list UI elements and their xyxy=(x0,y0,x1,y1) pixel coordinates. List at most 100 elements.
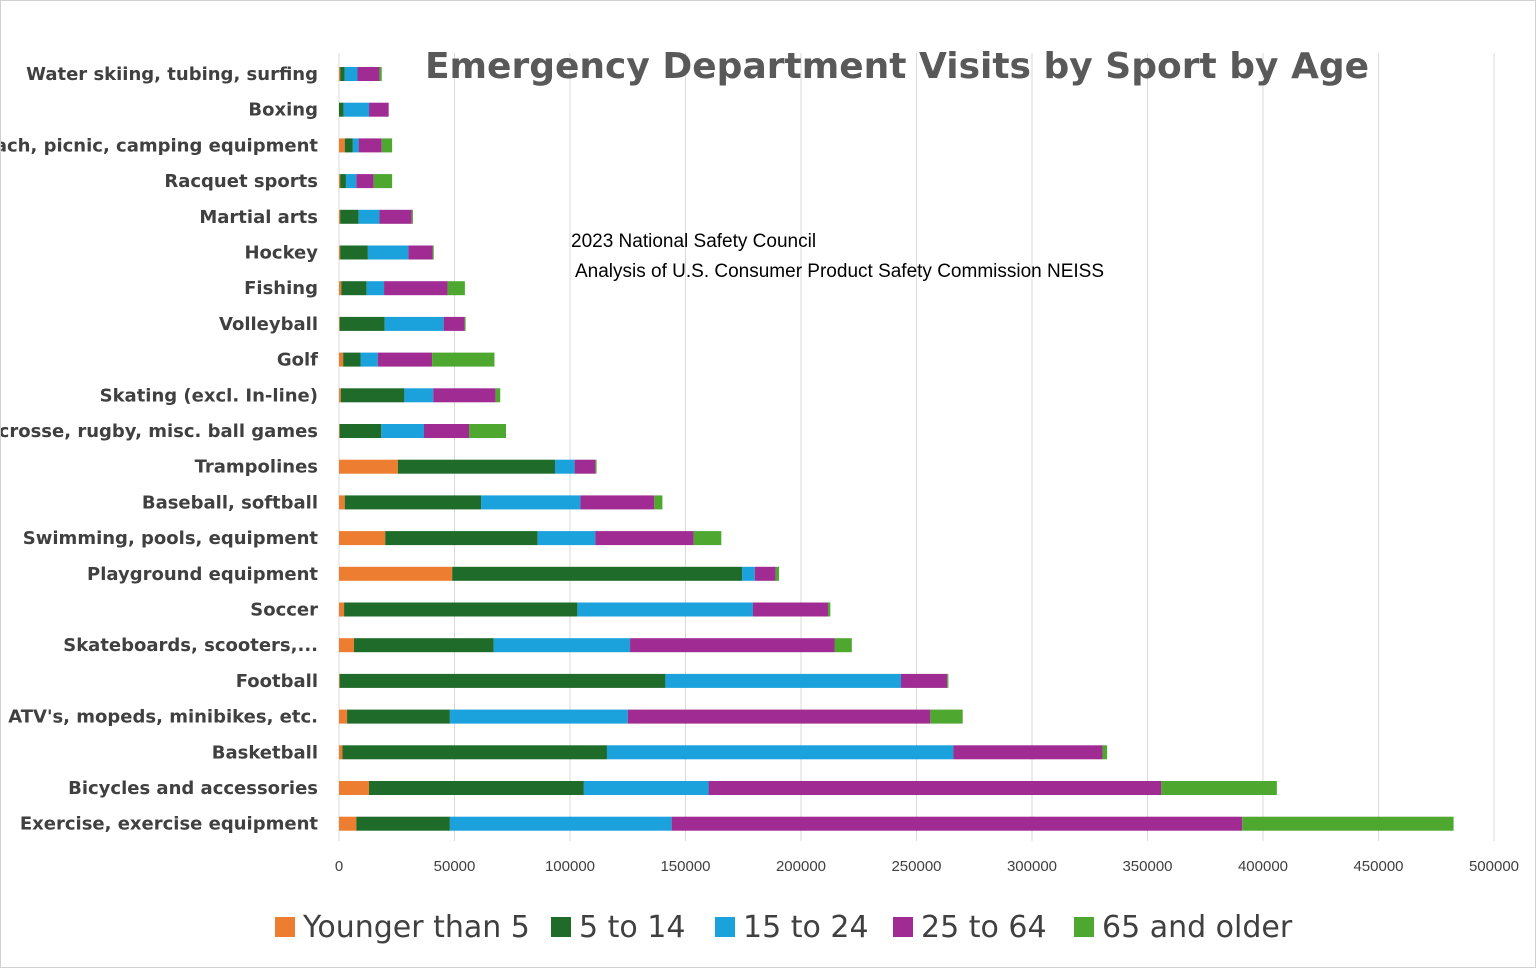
bar-segment-younger-than-5 xyxy=(339,531,386,546)
bar-segment-5-to-14 xyxy=(369,781,584,795)
bar-segment-5-to-14 xyxy=(339,316,385,331)
bars xyxy=(339,67,1454,831)
bar-segment-15-to-24 xyxy=(481,495,581,510)
bar-segment-15-to-24 xyxy=(381,424,425,438)
bar-segment-5-to-14 xyxy=(344,138,353,153)
bar-segment-65-and-older xyxy=(1242,816,1454,831)
bar-segment-65-and-older xyxy=(379,67,382,81)
bar-segment-5-to-14 xyxy=(339,424,382,438)
bar-segment-5-to-14 xyxy=(340,209,359,224)
bar-segment-younger-than-5 xyxy=(339,709,348,724)
bar-segment-25-to-64 xyxy=(627,709,931,724)
legend-label: 25 to 64 xyxy=(921,910,1047,945)
legend-label: 15 to 24 xyxy=(743,910,869,945)
legend-label: 65 and older xyxy=(1102,910,1293,945)
bar-segment-15-to-24 xyxy=(554,459,575,474)
bar-segment-younger-than-5 xyxy=(339,67,341,81)
bar-segment-15-to-24 xyxy=(606,745,954,760)
bar-segment-65-and-older xyxy=(495,388,501,403)
bar-segment-25-to-64 xyxy=(424,424,470,438)
gridlines xyxy=(338,53,1495,841)
bar-segment-65-and-older xyxy=(654,495,663,510)
bar-segment-5-to-14 xyxy=(344,495,482,510)
bar-segment-younger-than-5 xyxy=(339,459,398,474)
bar-segment-5-to-14 xyxy=(397,459,555,474)
category-label: Trampolines xyxy=(195,457,318,478)
bar-segment-25-to-64 xyxy=(580,495,655,510)
bar-segment-25-to-64 xyxy=(574,459,596,474)
bar-segment-5-to-14 xyxy=(341,281,367,296)
bar-segment-25-to-64 xyxy=(708,781,1162,795)
category-label: Volleyball xyxy=(219,314,318,335)
bar-segment-5-to-14 xyxy=(340,67,345,81)
bar-segment-younger-than-5 xyxy=(339,388,341,403)
bar-segment-younger-than-5 xyxy=(339,245,341,260)
bar-segment-15-to-24 xyxy=(404,388,434,403)
bar-segment-25-to-64 xyxy=(357,67,380,81)
bar-segment-5-to-14 xyxy=(339,673,666,688)
category-label: Hockey xyxy=(244,243,318,264)
bar-segment-5-to-14 xyxy=(343,352,361,367)
category-label: ATV's, mopeds, minibikes, etc. xyxy=(8,707,318,728)
x-tick-label: 150000 xyxy=(660,858,710,875)
bar-segment-5-to-14 xyxy=(385,531,538,546)
bar-segment-younger-than-5 xyxy=(339,781,370,795)
category-label: Skateboards, scooters,... xyxy=(63,635,318,656)
x-tick-label: 400000 xyxy=(1238,858,1288,875)
bar-segment-15-to-24 xyxy=(352,138,359,153)
bar-segment-younger-than-5 xyxy=(339,316,340,331)
category-label: Baseball, softball xyxy=(142,492,318,513)
bar-segment-25-to-64 xyxy=(901,673,948,688)
category-label: Playground equipment xyxy=(87,564,318,585)
bar-segment-25-to-64 xyxy=(369,102,389,117)
bar-segment-younger-than-5 xyxy=(339,745,343,760)
category-label: Beach, picnic, camping equipment xyxy=(1,135,318,156)
category-label: Martial arts xyxy=(199,207,318,228)
bar-segment-25-to-64 xyxy=(595,531,694,546)
bar-segment-25-to-64 xyxy=(379,209,412,224)
bar-segment-younger-than-5 xyxy=(339,816,357,831)
bar-segment-65-and-older xyxy=(373,174,393,189)
bar-segment-25-to-64 xyxy=(433,388,496,403)
category-label: Fishing xyxy=(244,278,318,299)
bar-segment-65-and-older xyxy=(432,352,495,367)
x-tick-label: 100000 xyxy=(545,858,595,875)
x-tick-labels: 0 50000 100000 150000 200000 250000 300000 3500… xyxy=(335,858,1519,875)
bar-segment-15-to-24 xyxy=(367,245,409,260)
bar-segment-5-to-14 xyxy=(340,174,346,189)
bar-segment-65-and-older xyxy=(447,281,465,296)
legend-swatch-25-to-64 xyxy=(893,917,913,937)
bar-segment-15-to-24 xyxy=(449,816,672,831)
x-tick-label: 350000 xyxy=(1122,858,1172,875)
bar-segment-65-and-older xyxy=(834,638,852,653)
bar-segment-15-to-24 xyxy=(449,709,628,724)
bar-segment-younger-than-5 xyxy=(339,566,453,581)
bar-segment-15-to-24 xyxy=(345,174,357,189)
bar-segment-5-to-14 xyxy=(354,638,494,653)
bar-segment-65-and-older xyxy=(693,531,722,546)
bar-segment-15-to-24 xyxy=(343,102,370,117)
bar-segment-5-to-14 xyxy=(356,816,450,831)
legend-swatch-15-to-24 xyxy=(715,917,735,937)
bar-segment-15-to-24 xyxy=(358,209,380,224)
bar-segment-younger-than-5 xyxy=(339,638,355,653)
legend-label: Younger than 5 xyxy=(302,910,530,945)
bar-segment-65-and-older xyxy=(1102,745,1108,760)
legend-swatch-younger-than-5 xyxy=(275,917,295,937)
bar-segment-5-to-14 xyxy=(340,388,405,403)
bar-segment-5-to-14 xyxy=(344,602,578,617)
category-label: Bicycles and accessories xyxy=(68,778,318,799)
category-label: Water skiing, tubing, surfing xyxy=(26,64,318,85)
bar-segment-5-to-14 xyxy=(339,102,344,117)
x-tick-label: 0 xyxy=(335,858,343,875)
bar-segment-15-to-24 xyxy=(384,316,444,331)
bar-segment-5-to-14 xyxy=(340,245,368,260)
category-label: Basketball xyxy=(212,742,318,763)
category-label: Swimming, pools, equipment xyxy=(23,528,319,549)
category-label: Golf xyxy=(277,350,318,371)
bar-segment-65-and-older xyxy=(595,459,597,474)
x-tick-label: 300000 xyxy=(1007,858,1057,875)
bar-segment-15-to-24 xyxy=(360,352,378,367)
